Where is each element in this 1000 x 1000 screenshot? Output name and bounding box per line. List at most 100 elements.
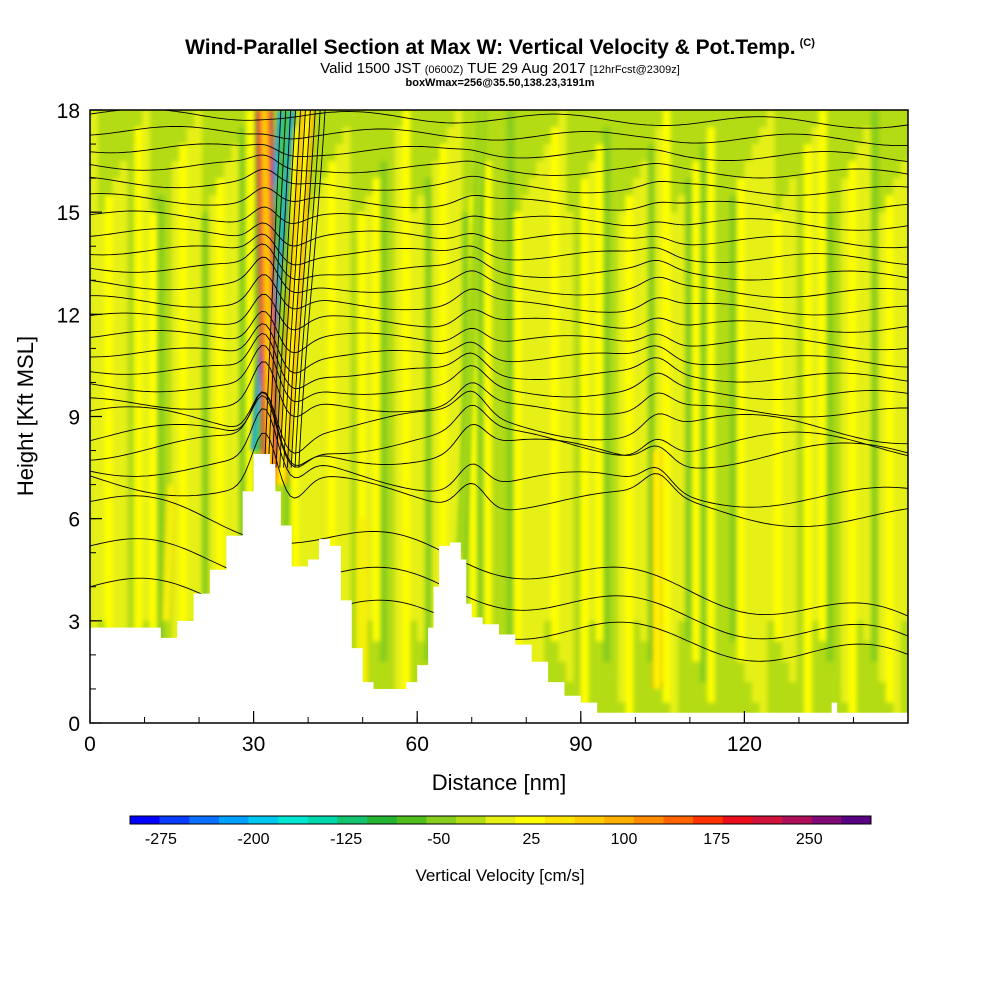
velocity-stripe [342,127,351,683]
velocity-core [261,110,274,485]
colorbar-swatch [604,816,635,824]
velocity-stripe [417,195,426,642]
chart-subtitle: Valid 1500 JST (0600Z) TUE 29 Aug 2017 [… [320,60,680,77]
velocity-core [278,110,311,485]
velocity-stripe [521,195,530,683]
velocity-stripe [484,161,493,703]
theta-contour [90,206,908,231]
velocity-stripe [573,195,582,703]
y-axis-title: Height [Kft MSL] [13,336,38,496]
velocity-stripe [119,161,128,683]
velocity-stripe [439,144,448,703]
theta-contour-steep [286,110,311,468]
velocity-stripe [298,110,307,683]
theta-contour-steep [264,110,282,468]
velocity-stripe [885,195,894,703]
potential-temperature-contours [90,110,908,662]
y-tick-label: 9 [68,407,80,430]
velocity-stripe [290,127,299,662]
velocity-stripe [826,212,835,662]
velocity-stripe [469,195,478,662]
x-tick-label: 30 [242,733,265,756]
colorbar-swatch [130,816,160,824]
velocity-stripe [744,161,753,683]
theta-contour [90,154,908,179]
velocity-stripe [238,127,247,642]
velocity-stripe [640,161,649,642]
y-axis: 0 3 6 9 12 15 18 [57,100,102,736]
colorbar: -275 -200 -125 -50 25 100 175 250 [129,815,872,848]
theta-contour [90,408,908,508]
velocity-stripe [655,127,664,683]
velocity-stripe [513,212,522,662]
velocity-stripe [231,144,240,621]
y-tick-label: 12 [57,304,80,327]
colorbar-swatch [159,816,190,824]
velocity-stripe [565,212,574,683]
colorbar-label: 175 [703,831,730,848]
colorbar-frame [129,815,872,825]
theta-contour-steep [267,110,287,468]
theta-contour-steep [290,110,316,468]
velocity-stripe [216,178,225,703]
velocity-stripe [365,195,374,621]
colorbar-swatch [811,816,842,824]
theta-contour [90,222,908,249]
velocity-stripe [246,110,255,662]
velocity-stripe [372,178,381,642]
velocity-stripe [662,110,671,703]
theta-contour [90,110,908,129]
velocity-stripe [142,110,151,621]
theta-contour-steep [298,110,326,468]
velocity-stripe [127,144,136,703]
colorbar-swatch [396,816,427,824]
velocity-stripe [208,195,218,683]
x-tick-label: 90 [569,733,592,756]
velocity-stripe [476,178,485,683]
colorbar-swatch [515,816,546,824]
theta-contour [90,323,908,374]
velocity-stripe [112,178,121,662]
box-info: boxWmax=256@35.50,138.23,3191m [405,77,595,89]
theta-contour [90,293,908,333]
colorbar-swatch [485,816,516,824]
x-axis-title: Distance [nm] [432,770,567,795]
velocity-stripe [134,127,143,723]
velocity-stripe [722,212,731,621]
velocity-stripe [707,127,716,703]
colorbar-label: 100 [611,831,638,848]
colorbar-swatch [367,816,398,824]
chart-title: Wind-Parallel Section at Max W: Vertical… [185,36,815,59]
y-tick-label: 3 [68,611,80,634]
velocity-stripe [335,144,344,662]
velocity-stripe [171,161,180,703]
y-tick-label: 6 [68,509,80,532]
plot-area [90,110,908,723]
velocity-stripe [186,127,195,621]
colorbar-swatch [663,816,694,824]
velocity-stripe [454,110,463,621]
velocity-stripe [432,161,441,683]
velocity-stripe [305,212,314,703]
theta-contour [90,233,908,266]
x-tick-label: 0 [84,733,96,756]
velocity-stripe [900,161,908,621]
theta-contour [90,125,908,147]
theta-contour-steep [279,110,301,468]
colorbar-swatch [426,816,457,824]
velocity-stripe [677,195,686,621]
velocity-stripe [692,161,701,662]
y-tick-label: 0 [68,713,80,736]
velocity-stripe [387,144,396,683]
colorbar-swatch [693,816,724,824]
velocity-stripe [848,161,857,723]
theta-contour [90,432,908,528]
velocity-stripe [424,178,433,662]
velocity-stripe [149,212,158,642]
velocity-stripe [588,161,597,621]
velocity-stripe [357,212,366,723]
theta-contour [90,361,908,418]
velocity-stripe [803,144,812,723]
velocity-stripe [543,144,552,621]
